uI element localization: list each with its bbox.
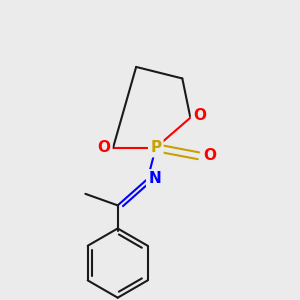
Text: O: O [203, 148, 217, 163]
Text: P: P [150, 140, 161, 155]
Text: O: O [193, 108, 206, 123]
Text: O: O [97, 140, 110, 155]
Text: N: N [148, 171, 161, 186]
